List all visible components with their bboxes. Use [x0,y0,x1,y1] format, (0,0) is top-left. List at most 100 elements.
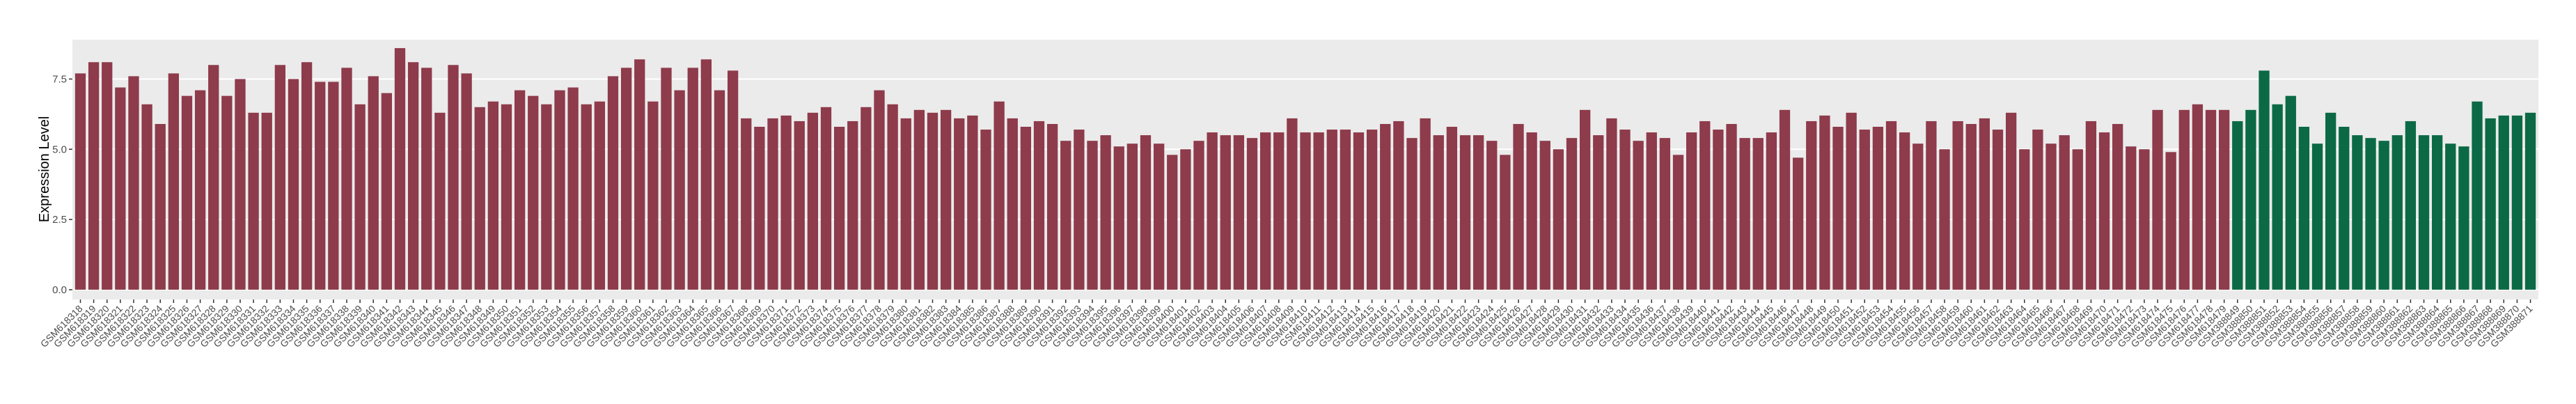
bar [1326,130,1337,290]
bar [2418,135,2430,290]
bar [980,130,991,290]
bar [194,90,206,290]
bar [2232,121,2243,290]
bar [2311,143,2323,290]
bar [501,104,512,290]
bar [168,73,180,290]
y-tick-label: 5.0 [52,143,67,155]
bar [487,101,499,290]
bar [1646,132,1657,290]
bar [1713,130,1724,290]
bar [820,107,832,290]
bar [1393,121,1404,290]
bar [1553,149,1564,290]
bar [2458,146,2469,290]
bar [714,90,725,290]
bar [741,118,752,290]
bar [647,101,659,290]
bar [128,76,139,290]
bar [1779,109,1791,290]
bar [341,68,352,290]
bar [2259,70,2270,290]
bar [1007,118,1018,290]
bar [434,112,446,290]
y-tick-label: 2.5 [52,214,67,226]
bar [208,65,219,290]
bar [2085,121,2097,290]
bar [927,112,938,290]
bar [1153,143,1165,290]
bar [687,68,698,290]
bar [2352,135,2363,290]
bar [115,87,126,290]
bar [1513,123,1524,290]
bar [594,101,606,290]
bar [1406,138,1417,290]
bar [1792,157,1804,290]
bar [887,104,898,290]
bar [567,87,579,290]
bar [2524,112,2536,290]
bar [754,127,765,290]
bar [2485,118,2496,290]
bar [1113,146,1124,290]
bar [1699,121,1711,290]
bar [2032,130,2043,290]
bar [1340,130,1351,290]
bar [634,59,645,290]
bar [700,59,712,290]
bar [2445,143,2456,290]
bar [274,65,286,290]
bar [2498,115,2509,290]
bar [727,70,739,290]
bar [1220,135,1231,290]
bar [1739,138,1750,290]
bar [1806,121,1817,290]
y-tick-label: 7.5 [52,73,67,85]
bar [448,65,459,290]
bar [1633,141,1644,290]
bar [1766,132,1777,290]
bar [1500,155,1511,290]
bar [661,68,672,290]
bar [1472,135,1484,290]
bar [514,90,526,290]
bar [1752,138,1764,290]
bar [2245,109,2256,290]
bar [1246,138,1258,290]
bar [1193,141,1204,290]
bar [2098,132,2110,290]
bar [1726,123,1737,290]
bar [794,121,805,290]
bar [2178,109,2190,290]
bar [2431,135,2443,290]
bar [1566,138,1578,290]
bar [1832,127,1844,290]
bar [1939,149,1950,290]
y-axis-title: Expression Level [37,116,52,222]
bar [1259,132,1271,290]
bar [1686,132,1697,290]
bar [381,93,393,290]
bar [315,81,326,290]
bar [767,118,778,290]
bar [1366,130,1378,290]
bar [474,107,485,290]
bar [554,90,565,290]
bar [1952,121,1963,290]
bar [1819,115,1830,290]
bar [2139,149,2150,290]
bar [954,118,965,290]
bar [2165,152,2176,290]
bar [1207,132,1218,290]
bar [2405,121,2417,290]
bar [2272,104,2283,290]
bar [861,107,872,290]
bar [1380,123,1391,290]
bar [1579,109,1591,290]
bar [900,118,911,290]
bar [354,104,366,290]
bar [541,104,552,290]
bar [261,112,272,290]
